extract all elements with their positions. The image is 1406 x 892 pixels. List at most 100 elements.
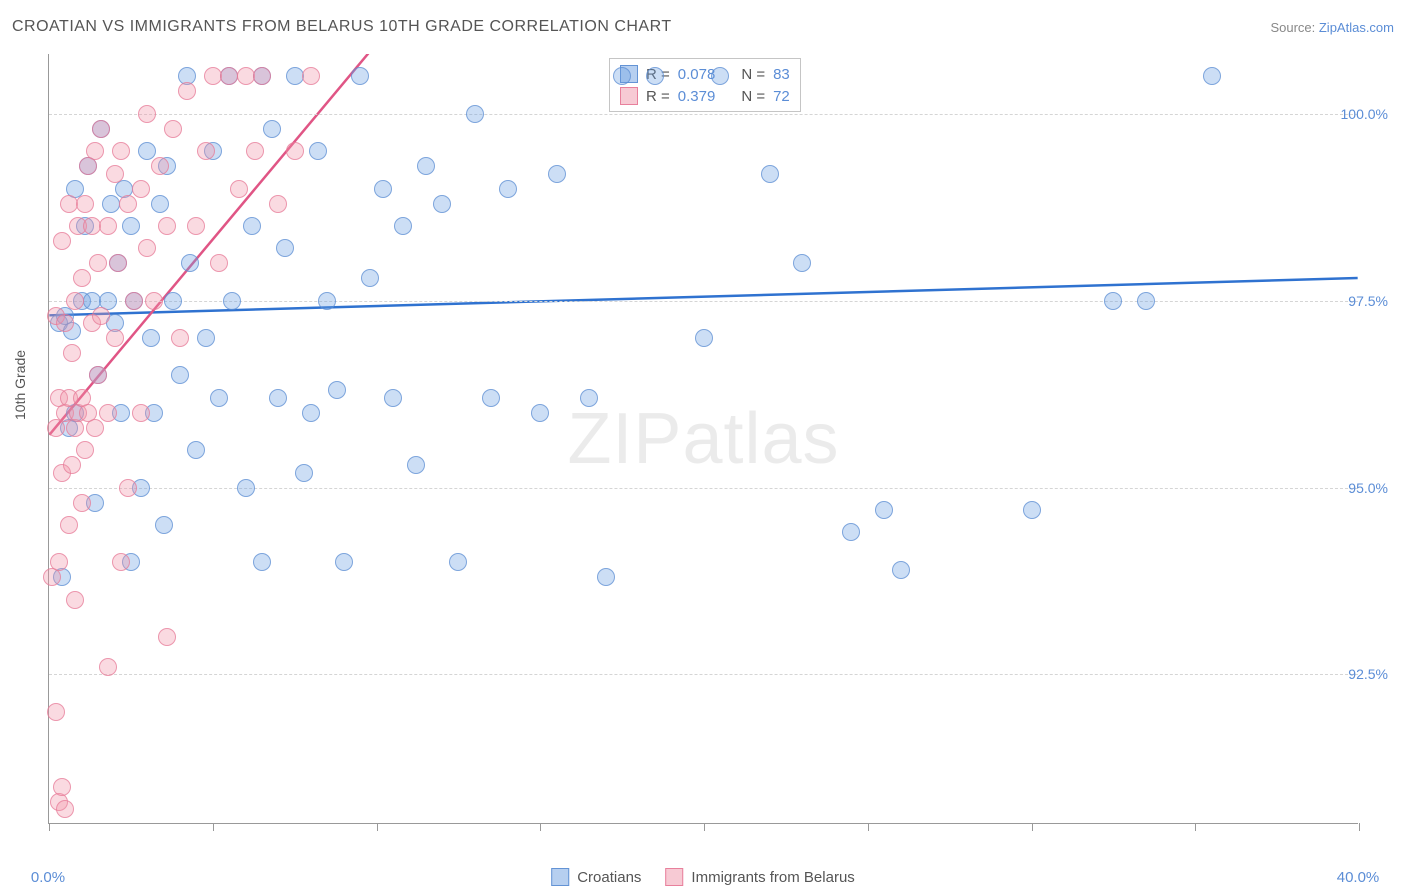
data-point (86, 142, 104, 160)
data-point (237, 479, 255, 497)
data-point (286, 142, 304, 160)
data-point (142, 329, 160, 347)
data-point (66, 292, 84, 310)
watermark-zip: ZIP (567, 399, 682, 479)
data-point (1023, 501, 1041, 519)
data-point (83, 217, 101, 235)
data-point (580, 389, 598, 407)
data-point (384, 389, 402, 407)
data-point (210, 389, 228, 407)
data-point (1104, 292, 1122, 310)
data-point (122, 217, 140, 235)
correlation-legend: R = 0.078 N = 83 R = 0.379 N = 72 (609, 58, 801, 112)
legend-label: Immigrants from Belarus (691, 869, 854, 886)
x-tick (1195, 823, 1196, 831)
n-label: N = (741, 88, 765, 105)
data-point (302, 404, 320, 422)
x-tick (49, 823, 50, 831)
data-point (155, 516, 173, 534)
data-point (106, 165, 124, 183)
watermark: ZIPatlas (567, 398, 839, 480)
data-point (151, 195, 169, 213)
data-point (407, 456, 425, 474)
x-tick (704, 823, 705, 831)
data-point (394, 217, 412, 235)
data-point (138, 105, 156, 123)
data-point (531, 404, 549, 422)
data-point (374, 180, 392, 198)
swatch-icon (665, 868, 683, 886)
data-point (328, 381, 346, 399)
data-point (47, 703, 65, 721)
data-point (53, 778, 71, 796)
data-point (89, 366, 107, 384)
data-point (47, 419, 65, 437)
x-tick-label: 40.0% (1337, 869, 1380, 886)
data-point (449, 553, 467, 571)
data-point (60, 195, 78, 213)
data-point (187, 441, 205, 459)
data-point (112, 553, 130, 571)
data-point (66, 591, 84, 609)
data-point (646, 67, 664, 85)
data-point (86, 419, 104, 437)
n-value: 72 (773, 88, 790, 105)
data-point (548, 165, 566, 183)
data-point (138, 142, 156, 160)
data-point (50, 553, 68, 571)
y-axis-label: 10th Grade (12, 350, 28, 420)
data-point (125, 292, 143, 310)
data-point (335, 553, 353, 571)
data-point (309, 142, 327, 160)
data-point (164, 120, 182, 138)
chart-header: CROATIAN VS IMMIGRANTS FROM BELARUS 10TH… (12, 18, 1394, 36)
trend-line (49, 278, 1357, 315)
y-tick-label: 92.5% (1348, 666, 1388, 682)
r-value: 0.379 (678, 88, 716, 105)
swatch-icon (620, 87, 638, 105)
data-point (466, 105, 484, 123)
data-point (237, 67, 255, 85)
source-prefix: Source: (1270, 20, 1318, 35)
data-point (230, 180, 248, 198)
data-point (56, 314, 74, 332)
data-point (892, 561, 910, 579)
data-point (106, 329, 124, 347)
data-point (158, 628, 176, 646)
n-value: 83 (773, 66, 790, 83)
data-point (223, 292, 241, 310)
data-point (181, 254, 199, 272)
data-point (711, 67, 729, 85)
data-point (158, 217, 176, 235)
data-point (164, 292, 182, 310)
data-point (1137, 292, 1155, 310)
swatch-icon (551, 868, 569, 886)
data-point (613, 67, 631, 85)
data-point (63, 344, 81, 362)
n-label: N = (741, 66, 765, 83)
data-point (73, 494, 91, 512)
y-tick-label: 95.0% (1348, 480, 1388, 496)
source-link[interactable]: ZipAtlas.com (1319, 20, 1394, 35)
data-point (269, 195, 287, 213)
x-tick (377, 823, 378, 831)
data-point (286, 67, 304, 85)
x-tick (1032, 823, 1033, 831)
data-point (793, 254, 811, 272)
data-point (178, 82, 196, 100)
data-point (253, 553, 271, 571)
data-point (246, 142, 264, 160)
legend-row-belarus: R = 0.379 N = 72 (620, 85, 790, 107)
data-point (243, 217, 261, 235)
data-point (187, 217, 205, 235)
r-label: R = (646, 88, 670, 105)
data-point (302, 67, 320, 85)
data-point (417, 157, 435, 175)
x-tick (213, 823, 214, 831)
data-point (318, 292, 336, 310)
source-attribution: Source: ZipAtlas.com (1270, 20, 1394, 35)
data-point (295, 464, 313, 482)
x-tick (1359, 823, 1360, 831)
gridline (49, 301, 1358, 302)
gridline (49, 674, 1358, 675)
